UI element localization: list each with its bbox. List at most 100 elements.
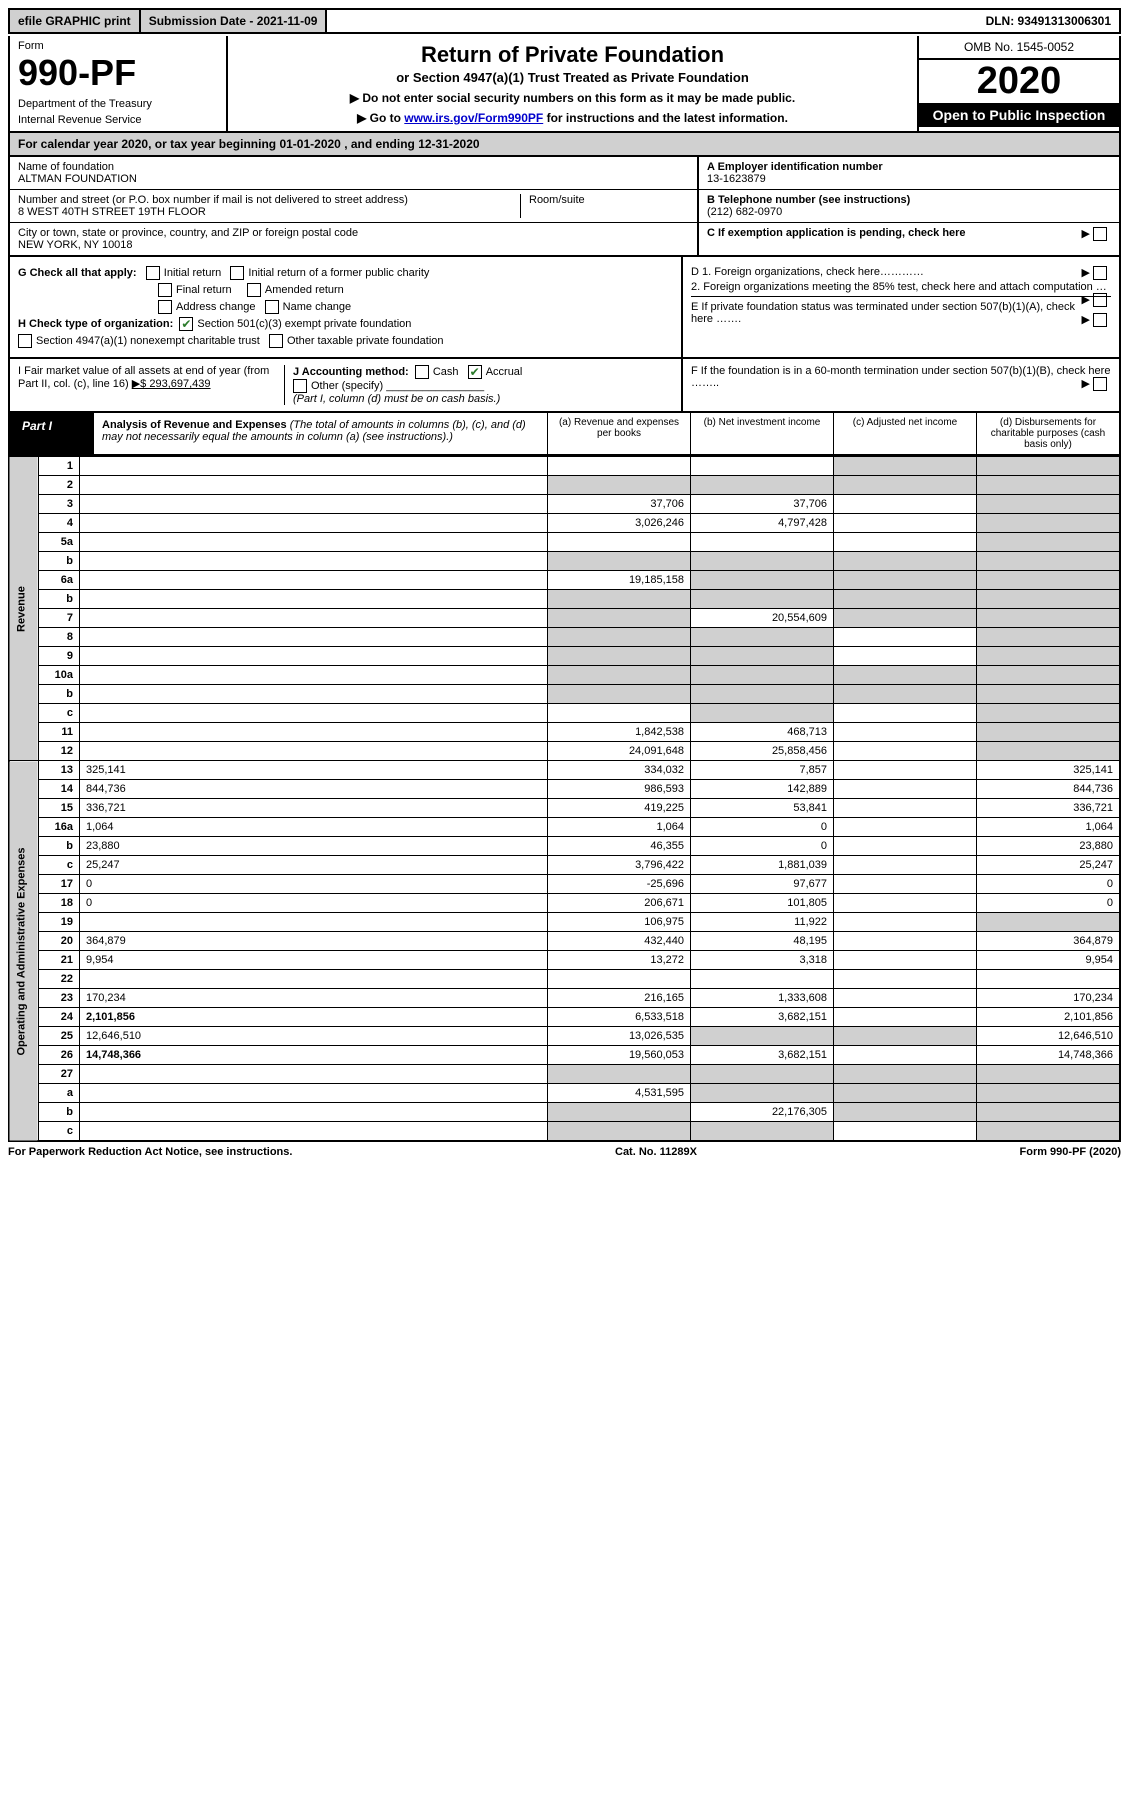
line-number: 7 <box>39 609 80 628</box>
cell-col-d: 0 <box>977 875 1121 894</box>
line-description: 23,880 <box>80 837 548 856</box>
cell-col-d <box>977 609 1121 628</box>
line-number: 10a <box>39 666 80 685</box>
cell-col-a: 24,091,648 <box>548 742 691 761</box>
D2-checkbox[interactable] <box>1093 293 1107 307</box>
form-header: Form 990-PF Department of the Treasury I… <box>8 36 1121 133</box>
line-description <box>80 970 548 989</box>
cell-col-c <box>834 1008 977 1027</box>
cell-col-a <box>548 685 691 704</box>
line-number: b <box>39 552 80 571</box>
cell-col-b: 0 <box>691 837 834 856</box>
cell-col-d <box>977 723 1121 742</box>
name-change-checkbox[interactable] <box>265 300 279 314</box>
cell-col-c <box>834 685 977 704</box>
other-method-checkbox[interactable] <box>293 379 307 393</box>
initial-return-label: Initial return <box>164 267 221 279</box>
cell-col-d: 844,736 <box>977 780 1121 799</box>
cell-col-b: 11,922 <box>691 913 834 932</box>
F-checkbox[interactable] <box>1093 377 1107 391</box>
cell-col-d <box>977 1103 1121 1122</box>
final-return-checkbox[interactable] <box>158 283 172 297</box>
initial-former-checkbox[interactable] <box>230 266 244 280</box>
cell-col-b <box>691 666 834 685</box>
cell-col-b <box>691 571 834 590</box>
line-description <box>80 552 548 571</box>
cell-col-d <box>977 1084 1121 1103</box>
E-checkbox[interactable] <box>1093 313 1107 327</box>
irs-link[interactable]: www.irs.gov/Form990PF <box>404 111 543 125</box>
accrual-checkbox[interactable] <box>468 365 482 379</box>
tax-year: 2020 <box>919 60 1119 103</box>
line-description: 0 <box>80 894 548 913</box>
foundation-city: NEW YORK, NY 10018 <box>18 239 689 251</box>
open-to-public: Open to Public Inspection <box>919 103 1119 127</box>
form-subtitle: or Section 4947(a)(1) Trust Treated as P… <box>238 70 907 85</box>
cell-col-c <box>834 495 977 514</box>
cell-col-d: 12,646,510 <box>977 1027 1121 1046</box>
line-description <box>80 609 548 628</box>
foundation-name: ALTMAN FOUNDATION <box>18 173 689 185</box>
line-number: 6a <box>39 571 80 590</box>
line-number: 17 <box>39 875 80 894</box>
cell-col-a: 37,706 <box>548 495 691 514</box>
cell-col-c <box>834 742 977 761</box>
table-row: b <box>9 552 1120 571</box>
line-description <box>80 495 548 514</box>
col-b-head: (b) Net investment income <box>691 413 834 454</box>
line-number: 1 <box>39 457 80 476</box>
line-description: 1,064 <box>80 818 548 837</box>
line-number: b <box>39 1103 80 1122</box>
amended-return-checkbox[interactable] <box>247 283 261 297</box>
cell-col-a <box>548 609 691 628</box>
cell-col-a: 1,842,538 <box>548 723 691 742</box>
exemption-checkbox[interactable] <box>1093 227 1107 241</box>
initial-return-checkbox[interactable] <box>146 266 160 280</box>
table-row: 5a <box>9 533 1120 552</box>
line-number: 9 <box>39 647 80 666</box>
table-row: Operating and Administrative Expenses133… <box>9 761 1120 780</box>
E-label: E If private foundation status was termi… <box>691 301 1075 325</box>
line-description: 336,721 <box>80 799 548 818</box>
table-row: 8 <box>9 628 1120 647</box>
dept-treasury: Department of the Treasury <box>18 98 218 110</box>
col-d-head: (d) Disbursements for charitable purpose… <box>977 413 1119 454</box>
instr-post: for instructions and the latest informat… <box>543 111 788 125</box>
table-row: c <box>9 704 1120 723</box>
line-description: 9,954 <box>80 951 548 970</box>
cell-col-d <box>977 628 1121 647</box>
cell-col-d <box>977 571 1121 590</box>
cell-col-a <box>548 1103 691 1122</box>
line-number: 20 <box>39 932 80 951</box>
address-change-checkbox[interactable] <box>158 300 172 314</box>
D1-checkbox[interactable] <box>1093 266 1107 280</box>
cell-col-a: 986,593 <box>548 780 691 799</box>
cell-col-b: 97,677 <box>691 875 834 894</box>
cell-col-a: 6,533,518 <box>548 1008 691 1027</box>
cell-col-c <box>834 590 977 609</box>
501c3-checkbox[interactable] <box>179 317 193 331</box>
city-label: City or town, state or province, country… <box>18 227 689 239</box>
table-row: 20364,879432,44048,195364,879 <box>9 932 1120 951</box>
line-description <box>80 628 548 647</box>
table-row: 1224,091,64825,858,456 <box>9 742 1120 761</box>
table-row: 16a1,0641,06401,064 <box>9 818 1120 837</box>
cell-col-d <box>977 552 1121 571</box>
omb-number: OMB No. 1545-0052 <box>919 36 1119 60</box>
cell-col-b: 1,881,039 <box>691 856 834 875</box>
cell-col-d <box>977 1122 1121 1142</box>
method-section: I Fair market value of all assets at end… <box>8 359 1121 413</box>
line-number: b <box>39 837 80 856</box>
line-number: 26 <box>39 1046 80 1065</box>
other-taxable-checkbox[interactable] <box>269 334 283 348</box>
line-description: 170,234 <box>80 989 548 1008</box>
cell-col-c <box>834 989 977 1008</box>
cash-checkbox[interactable] <box>415 365 429 379</box>
instruction-ssn: ▶ Do not enter social security numbers o… <box>238 91 907 105</box>
4947-checkbox[interactable] <box>18 334 32 348</box>
cell-col-a <box>548 476 691 495</box>
line-number: 25 <box>39 1027 80 1046</box>
cell-col-d: 9,954 <box>977 951 1121 970</box>
J-note: (Part I, column (d) must be on cash basi… <box>293 393 500 405</box>
cell-col-b: 0 <box>691 818 834 837</box>
